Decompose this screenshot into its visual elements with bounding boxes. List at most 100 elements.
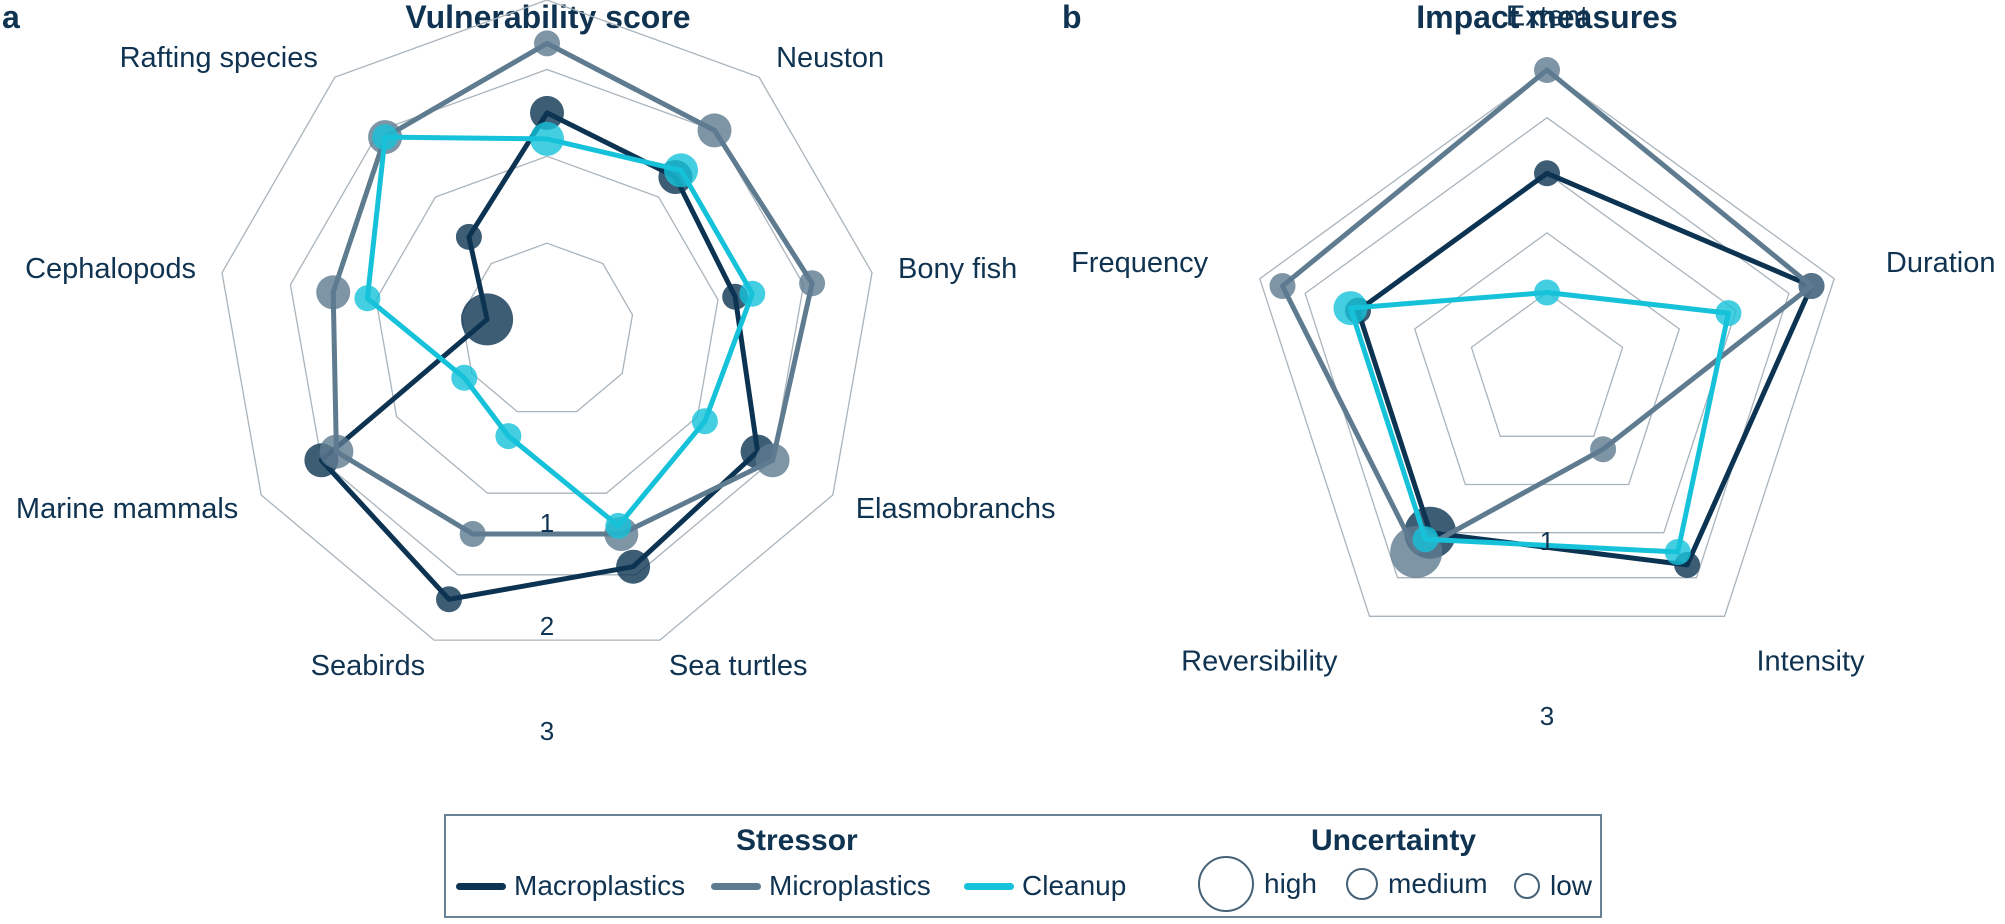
data-point bbox=[534, 30, 560, 57]
data-point bbox=[799, 270, 826, 297]
legend-line-swatch bbox=[964, 882, 1014, 890]
series-line bbox=[1348, 290, 1731, 555]
grid-ring bbox=[221, 0, 873, 641]
grid-ring bbox=[1413, 232, 1681, 486]
series-line bbox=[330, 40, 815, 537]
panel-a-axis-labels: ZooplanktonNeustonBony fishElasmobranchs… bbox=[16, 42, 1056, 682]
series-line bbox=[1280, 67, 1814, 555]
grid-ring bbox=[1304, 116, 1790, 579]
data-point bbox=[1590, 436, 1617, 463]
legend-item-macroplastics: Macroplastics bbox=[456, 870, 685, 902]
ring-label: 3 bbox=[1540, 701, 1554, 731]
data-point bbox=[697, 113, 732, 148]
data-point bbox=[739, 280, 766, 307]
legend-label: Microplastics bbox=[769, 870, 931, 901]
series-cleanup bbox=[354, 121, 766, 539]
legend-label: Cleanup bbox=[1022, 870, 1127, 901]
axis-label: Bony fish bbox=[898, 253, 1017, 285]
data-point bbox=[495, 423, 522, 450]
ring-label: 1 bbox=[540, 508, 554, 538]
legend-label: high bbox=[1264, 868, 1317, 899]
data-point bbox=[1269, 273, 1296, 299]
axis-label: Reversibility bbox=[1181, 645, 1338, 677]
data-point bbox=[1412, 526, 1439, 553]
legend-label: Macroplastics bbox=[514, 870, 686, 901]
data-point bbox=[316, 275, 351, 310]
panel-b: b Impact measures 1 3 Extent Duration Inte… bbox=[1062, 0, 1996, 731]
data-point bbox=[1534, 57, 1560, 83]
panel-b-title: Impact measures bbox=[1416, 0, 1677, 35]
series-line bbox=[318, 110, 761, 602]
axis-label: Elasmobranchs bbox=[856, 493, 1056, 525]
data-point bbox=[616, 549, 651, 584]
legend-line-swatch bbox=[711, 882, 761, 890]
grid-ring bbox=[460, 242, 634, 413]
data-point bbox=[1534, 160, 1560, 187]
grid-ring bbox=[289, 68, 805, 576]
series-line bbox=[364, 134, 755, 529]
data-point bbox=[461, 293, 514, 346]
series-cleanup bbox=[1333, 279, 1742, 565]
legend-stressor-title: Stressor bbox=[736, 824, 858, 857]
legend-item-high: high bbox=[1198, 856, 1317, 912]
grid-ring bbox=[375, 155, 719, 494]
panel-b-series bbox=[1269, 57, 1825, 578]
ring-label: 1 bbox=[1540, 526, 1554, 556]
panel-a: a Vulnerability score 1 2 3 ZooplanktonN… bbox=[2, 0, 1056, 746]
panel-a-series bbox=[304, 30, 826, 613]
data-point bbox=[319, 434, 354, 469]
axis-label: Intensity bbox=[1757, 645, 1865, 677]
data-point bbox=[530, 95, 564, 130]
axis-label: Duration bbox=[1886, 247, 1996, 279]
panel-b-letter: b bbox=[1062, 0, 1082, 35]
circle-low-icon bbox=[1514, 873, 1540, 899]
panel-b-grid bbox=[1259, 69, 1835, 617]
legend-label: low bbox=[1550, 870, 1593, 901]
data-point bbox=[605, 512, 632, 539]
legend-item-low: low bbox=[1514, 870, 1592, 902]
data-point bbox=[1715, 300, 1742, 327]
data-point bbox=[372, 124, 399, 151]
ring-label: 3 bbox=[540, 716, 554, 746]
panel-a-letter: a bbox=[2, 0, 20, 35]
axis-label: Extent bbox=[1506, 1, 1588, 33]
grid-ring bbox=[1259, 69, 1835, 617]
series-macroplastics bbox=[304, 95, 775, 613]
axis-label: Marine mammals bbox=[16, 493, 238, 525]
axis-label: Frequency bbox=[1071, 247, 1209, 279]
legend-label: medium bbox=[1388, 868, 1488, 899]
data-point bbox=[436, 586, 462, 613]
data-point bbox=[1664, 539, 1691, 565]
circle-medium-icon bbox=[1346, 868, 1378, 900]
data-point bbox=[354, 285, 381, 312]
panel-b-axis-labels: Extent Duration Intensity Reversibility Freq… bbox=[1071, 1, 1995, 678]
legend-item-microplastics: Microplastics bbox=[711, 870, 931, 902]
data-point bbox=[755, 443, 790, 478]
axis-label: Neuston bbox=[776, 42, 884, 74]
legend-uncertainty-title: Uncertainty bbox=[1311, 824, 1477, 857]
legend-item-medium: medium bbox=[1346, 868, 1488, 900]
data-point bbox=[451, 364, 478, 391]
axis-label: Cephalopods bbox=[25, 253, 196, 285]
data-point bbox=[455, 223, 482, 250]
axis-label: Sea turtles bbox=[669, 650, 808, 682]
data-point bbox=[691, 408, 718, 435]
data-point bbox=[1534, 279, 1560, 306]
panel-a-grid bbox=[221, 0, 873, 641]
legend-item-cleanup: Cleanup bbox=[964, 870, 1126, 902]
panel-a-title: Vulnerability score bbox=[405, 0, 690, 35]
data-point bbox=[1798, 273, 1825, 299]
data-point bbox=[664, 153, 698, 188]
data-point bbox=[459, 521, 486, 547]
ring-label: 2 bbox=[540, 611, 554, 641]
panel-a-ring-labels: 1 2 3 bbox=[540, 508, 554, 746]
grid-ring bbox=[1470, 291, 1624, 437]
axis-label: Rafting species bbox=[120, 42, 318, 74]
legend-line-swatch bbox=[456, 882, 506, 890]
data-point bbox=[1333, 291, 1368, 326]
axis-label: Seabirds bbox=[311, 650, 425, 682]
circle-high-icon bbox=[1198, 856, 1254, 912]
legend: Stressor Uncertainty Macroplastics Micro… bbox=[444, 814, 1602, 918]
series-microplastics bbox=[316, 30, 826, 551]
